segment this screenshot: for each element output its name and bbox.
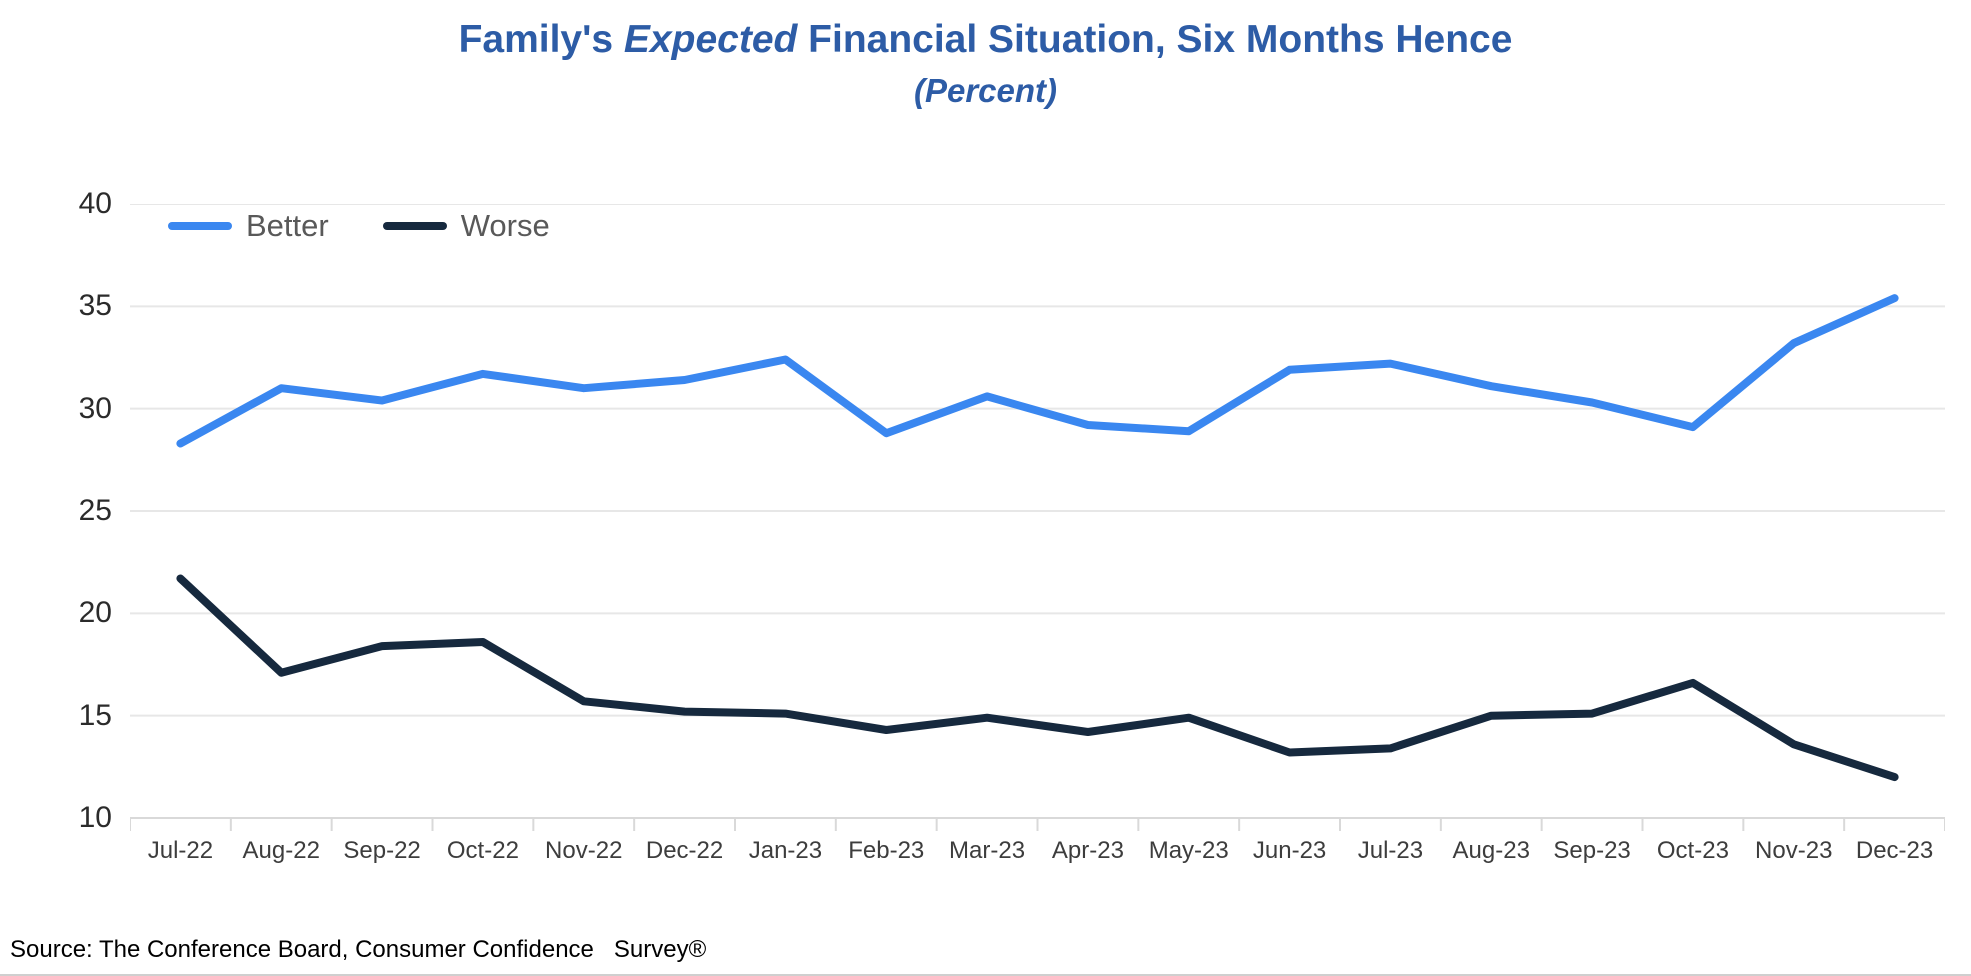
y-axis-label: 35 [78,289,112,323]
y-axis-label: 30 [78,391,112,425]
x-axis-label: Jan-23 [748,837,823,864]
better-legend-label: Better [246,208,329,243]
y-axis-label: 10 [78,801,112,834]
y-axis-label: 15 [78,698,112,732]
chart-title-suffix: Financial Situation, Six Months Hence [797,18,1513,61]
x-axis-label: Jul-22 [147,837,214,864]
x-axis-label: Mar-23 [949,837,1026,864]
y-axis-label: 20 [78,596,112,630]
x-axis-label: Oct-22 [446,837,519,864]
chart-title-prefix: Family's [458,18,624,61]
x-axis-label: Nov-22 [545,837,623,864]
x-axis-label: Dec-22 [645,837,724,864]
x-axis-label: Jul-23 [1357,837,1424,864]
better-legend-swatch-icon [168,222,232,230]
worse-legend-label: Worse [460,208,550,243]
chart-legend: Better Worse [168,208,590,244]
x-axis-label: Nov-23 [1755,837,1833,864]
y-axis-label: 40 [78,187,112,220]
x-axis-label: Sep-23 [1553,837,1631,864]
x-axis-label: Feb-23 [848,837,925,864]
x-axis-ticks [130,818,1945,831]
y-axis-label: 25 [78,494,112,527]
chart-title: Family's Expected Financial Situation, S… [0,18,1971,62]
x-axis-label: Apr-23 [1051,837,1124,864]
x-axis-label: Oct-23 [1656,837,1729,864]
worse-legend-swatch-icon [382,222,447,230]
x-axis-label: Aug-22 [242,837,320,864]
x-axis-label: Aug-23 [1452,837,1530,864]
x-axis-label: Dec-23 [1855,837,1934,864]
worse-line [176,574,1899,782]
x-axis-label: May-23 [1148,837,1229,864]
x-axis-label: Jun-23 [1252,837,1327,864]
x-axis-label: Sep-22 [343,837,421,864]
plot-area [130,204,1945,831]
better-line [176,294,1899,448]
source-text: Source: The Conference Board, Consumer C… [10,936,707,963]
chart-subtitle: (Percent) [913,72,1058,109]
chart-title-italic-word: Expected [623,18,798,61]
